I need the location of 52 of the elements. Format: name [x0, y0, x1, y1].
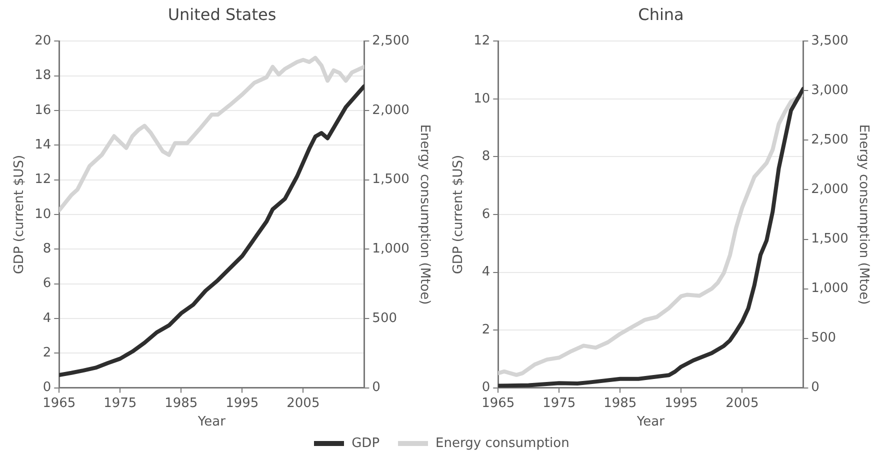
y-tick-label: 6 — [42, 276, 52, 292]
y-tick-label: 16 — [34, 102, 52, 118]
x-tick-label: 1985 — [604, 396, 637, 411]
y2-tick-label: 2,500 — [811, 132, 848, 148]
y2-axis-title: Energy consumption (Mtoe) — [416, 124, 432, 305]
y2-tick-label: 0 — [811, 380, 820, 396]
y-axis-title: GDP (current $US) — [12, 154, 28, 274]
y-tick-label: 4 — [482, 264, 490, 280]
y-tick-label: 12 — [34, 172, 52, 188]
y-axis-title: GDP (current $US) — [451, 154, 466, 274]
x-tick-label: 1975 — [104, 396, 137, 411]
y-tick-label: 18 — [34, 68, 52, 84]
x-tick-label: 1985 — [164, 396, 198, 411]
y-tick-label: 12 — [474, 34, 490, 49]
y2-tick-label: 3,000 — [811, 83, 848, 98]
x-tick-label: 1965 — [42, 396, 76, 411]
y-tick-label: 2 — [42, 346, 52, 361]
y2-axis-title: Energy consumption (Mtoe) — [856, 124, 871, 305]
y-tick-label: 6 — [482, 206, 490, 222]
y-tick-label: 10 — [474, 91, 490, 106]
legend-label: GDP — [352, 436, 380, 450]
y2-tick-label: 500 — [372, 310, 398, 326]
y-tick-label: 0 — [42, 380, 52, 396]
y2-tick-label: 2,000 — [372, 102, 410, 118]
y-tick-label: 2 — [482, 322, 490, 338]
y-tick-label: 10 — [34, 206, 52, 222]
y2-tick-label: 2,000 — [811, 182, 848, 198]
x-tick-label: 1965 — [482, 396, 515, 411]
y2-tick-label: 1,500 — [811, 232, 848, 247]
y-tick-label: 8 — [42, 242, 52, 257]
y-tick-label: 20 — [34, 34, 52, 49]
x-tick-label: 2005 — [726, 396, 759, 411]
y2-tick-label: 500 — [811, 330, 836, 346]
y-tick-label: 14 — [34, 138, 52, 153]
y-tick-label: 8 — [482, 149, 490, 164]
x-tick-label: 1975 — [542, 396, 576, 411]
y2-tick-label: 2,500 — [372, 34, 410, 49]
x-tick-label: 1995 — [226, 396, 259, 411]
y2-tick-label: 3,500 — [811, 34, 848, 49]
y-tick-label: 0 — [482, 380, 490, 396]
x-axis-title: Year — [196, 414, 226, 430]
legend-label: Energy consumption — [436, 436, 570, 450]
y2-tick-label: 1,000 — [811, 281, 848, 296]
y2-tick-label: 1,500 — [372, 172, 410, 188]
y2-tick-label: 0 — [372, 380, 380, 396]
x-tick-label: 1995 — [664, 396, 698, 411]
chart-title: China — [638, 4, 684, 24]
chart-title: United States — [168, 4, 276, 24]
y2-tick-label: 1,000 — [372, 242, 410, 257]
x-axis-title: Year — [636, 414, 666, 430]
y-tick-label: 4 — [42, 310, 52, 326]
x-tick-label: 2005 — [286, 396, 320, 411]
